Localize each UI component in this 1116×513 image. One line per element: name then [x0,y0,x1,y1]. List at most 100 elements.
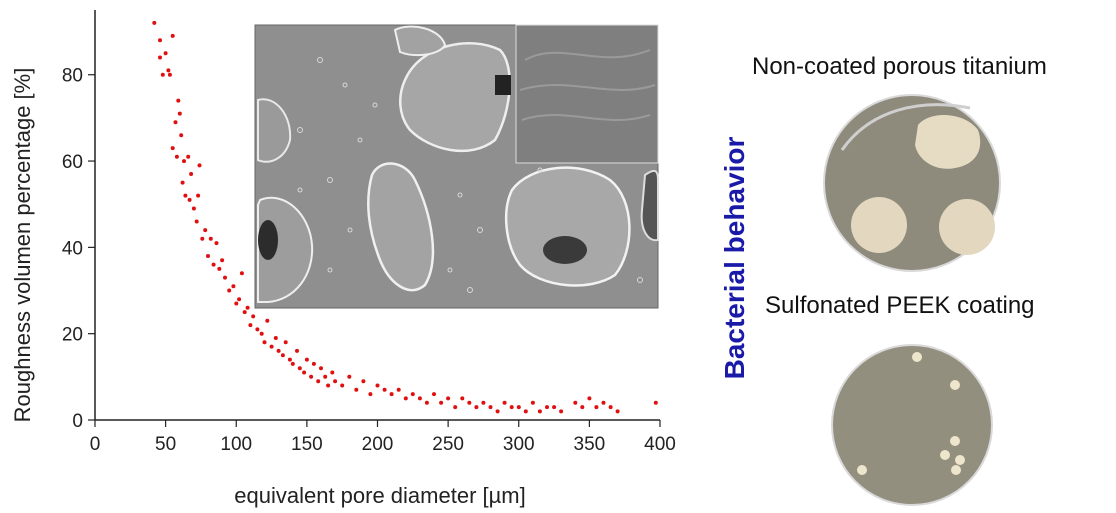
y-tick-label: 60 [62,152,83,173]
x-tick-label: 0 [90,434,101,455]
sem-particle [399,42,511,153]
data-point [552,405,557,410]
bacterial-colony [851,197,907,253]
data-point [516,405,521,410]
data-point [537,409,542,414]
data-point [481,400,486,405]
data-point [601,400,606,405]
data-point [231,284,236,289]
data-point [424,400,429,405]
x-tick-label: 400 [644,434,676,455]
data-point [354,387,359,392]
data-point [290,361,295,366]
x-tick-label: 100 [220,434,252,455]
data-point [316,379,321,384]
data-point [187,197,192,202]
data-point [160,72,165,77]
bacterial-colony [912,352,922,362]
data-point [608,405,613,410]
data-point [259,331,264,336]
data-point [183,193,188,198]
data-point [177,111,182,116]
data-point [194,219,199,224]
data-point [196,193,201,198]
data-point [189,172,194,176]
data-point [186,154,191,159]
data-point [615,409,620,414]
data-point [182,159,186,164]
data-point [309,374,314,379]
data-point [179,133,184,138]
data-point [206,254,210,258]
data-point [311,361,316,366]
data-point [382,387,387,392]
data-point [417,396,422,401]
data-point [396,387,401,392]
data-point [295,348,299,353]
data-point [403,396,408,401]
bacterial-colony [857,465,867,475]
data-point [276,348,281,353]
data-point [653,400,658,405]
data-point [587,396,592,401]
data-point [347,374,352,379]
data-point [173,120,178,125]
data-point [488,405,493,410]
y-tick-label: 40 [62,238,83,259]
data-point [302,370,307,375]
data-point [234,301,239,306]
y-tick-label: 0 [72,411,83,432]
data-point [163,51,168,56]
data-point [166,68,171,73]
bacterial-colony [950,380,960,390]
non-coated-label: Non-coated porous titanium [752,53,1047,80]
x-axis-label: equivalent pore diameter [µm] [234,483,526,508]
bacterial-colony [955,455,965,465]
data-point [217,266,222,271]
data-point [368,392,373,397]
data-point [220,258,225,263]
x-tick-label: 350 [574,434,606,455]
bacterial-behavior-heading: Bacterial behavior [719,137,750,380]
data-point [245,305,250,310]
data-point [223,275,227,280]
data-point [340,383,345,388]
data-point [361,379,366,384]
sem-particle [640,169,659,242]
sem-particle [367,162,435,292]
data-point [262,340,267,345]
bacterial-colony [950,436,960,446]
data-point [530,400,535,405]
data-point [280,353,285,358]
data-point [200,236,205,241]
data-point [203,228,208,233]
data-point [152,20,157,25]
data-point [523,409,528,414]
scatter-points [152,20,658,414]
data-point [211,262,216,267]
petri-dish-sulfonated-peek [831,344,993,506]
data-point [227,288,232,293]
data-point [453,405,458,410]
data-point [251,314,256,319]
x-tick-label: 250 [432,434,464,455]
data-point [319,366,323,371]
data-point [330,370,335,375]
data-point [410,392,415,397]
sem-micrograph-inset [254,24,659,309]
data-point [255,327,260,332]
data-point [439,400,444,405]
data-point [237,297,242,302]
data-point [170,33,175,38]
sem-zoom-inset [515,24,659,164]
x-tick-label: 150 [291,434,323,455]
bacterial-colony [939,199,995,255]
y-ticks: 0 20 40 60 80 [62,66,95,432]
data-point [176,98,181,103]
data-point [559,409,564,414]
data-point [594,405,599,410]
data-point [191,206,196,211]
data-point [509,405,514,410]
data-point [287,357,292,362]
